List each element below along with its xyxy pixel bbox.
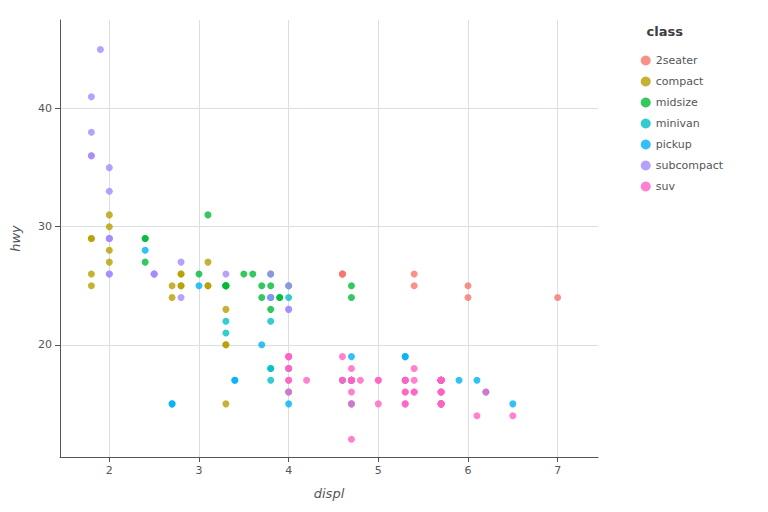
svg-text:3: 3 <box>195 464 202 477</box>
svg-text:30: 30 <box>38 220 52 233</box>
svg-text:4: 4 <box>285 464 292 477</box>
svg-text:6: 6 <box>464 464 471 477</box>
svg-text:hwy: hwy <box>8 225 23 252</box>
svg-text:compact: compact <box>656 75 704 88</box>
svg-text:7: 7 <box>554 464 561 477</box>
svg-text:5: 5 <box>375 464 382 477</box>
svg-text:20: 20 <box>38 338 52 351</box>
svg-text:minivan: minivan <box>656 117 700 130</box>
svg-text:pickup: pickup <box>656 138 692 151</box>
svg-text:suv: suv <box>656 180 676 193</box>
svg-text:2: 2 <box>106 464 113 477</box>
svg-text:40: 40 <box>38 102 52 115</box>
svg-text:displ: displ <box>314 486 345 501</box>
svg-text:subcompact: subcompact <box>656 159 724 172</box>
svg-text:2seater: 2seater <box>656 54 698 67</box>
svg-text:midsize: midsize <box>656 96 698 109</box>
svg-text:class: class <box>647 24 684 39</box>
